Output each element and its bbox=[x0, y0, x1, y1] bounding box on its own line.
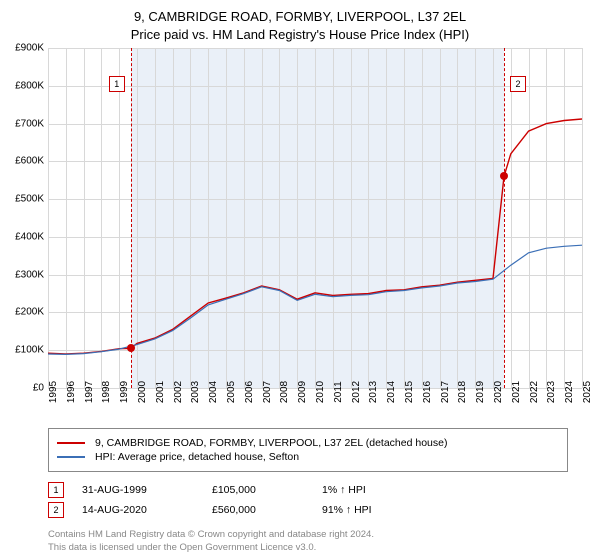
transaction-price: £105,000 bbox=[212, 484, 322, 496]
y-axis-label: £700K bbox=[15, 118, 44, 129]
series-line-hpi bbox=[48, 245, 582, 354]
transactions-table: 1 31-AUG-1999£105,0001% ↑ HPI 2 14-AUG-2020… bbox=[48, 478, 568, 522]
y-axis-label: £500K bbox=[15, 194, 44, 205]
line-series-svg bbox=[48, 48, 582, 388]
footer-line1: Contains HM Land Registry data © Crown c… bbox=[48, 529, 374, 541]
marker-box-2: 2 bbox=[510, 76, 526, 92]
y-axis-label: £300K bbox=[15, 269, 44, 280]
footer-attribution: Contains HM Land Registry data © Crown c… bbox=[48, 529, 374, 554]
title-line1: 9, CAMBRIDGE ROAD, FORMBY, LIVERPOOL, L3… bbox=[0, 8, 600, 26]
transaction-price: £560,000 bbox=[212, 504, 322, 516]
transaction-row-2: 2 14-AUG-2020£560,00091% ↑ HPI bbox=[48, 502, 568, 518]
marker-dot-1 bbox=[127, 344, 135, 352]
y-axis-label: £400K bbox=[15, 231, 44, 242]
legend-row-property: 9, CAMBRIDGE ROAD, FORMBY, LIVERPOOL, L3… bbox=[57, 437, 559, 449]
chart-plot-area: £0£100K£200K£300K£400K£500K£600K£700K£80… bbox=[48, 48, 582, 388]
y-axis-label: £0 bbox=[33, 383, 44, 394]
title-block: 9, CAMBRIDGE ROAD, FORMBY, LIVERPOOL, L3… bbox=[0, 0, 600, 48]
grid-line-v bbox=[582, 48, 583, 388]
x-axis-label: 2025 bbox=[582, 381, 593, 403]
y-axis-label: £100K bbox=[15, 345, 44, 356]
transaction-change: 91% ↑ HPI bbox=[322, 504, 372, 516]
legend-row-hpi: HPI: Average price, detached house, Seft… bbox=[57, 451, 559, 463]
legend-swatch bbox=[57, 456, 85, 458]
legend-label: 9, CAMBRIDGE ROAD, FORMBY, LIVERPOOL, L3… bbox=[95, 437, 447, 449]
footer-line2: This data is licensed under the Open Gov… bbox=[48, 542, 374, 554]
chart-container: 9, CAMBRIDGE ROAD, FORMBY, LIVERPOOL, L3… bbox=[0, 0, 600, 560]
marker-dot-2 bbox=[500, 172, 508, 180]
title-line2: Price paid vs. HM Land Registry's House … bbox=[0, 26, 600, 44]
series-line-property bbox=[48, 119, 582, 354]
legend-swatch bbox=[57, 442, 85, 444]
marker-box-1: 1 bbox=[109, 76, 125, 92]
y-axis-label: £900K bbox=[15, 43, 44, 54]
y-axis-label: £800K bbox=[15, 80, 44, 91]
legend-label: HPI: Average price, detached house, Seft… bbox=[95, 451, 299, 463]
transaction-change: 1% ↑ HPI bbox=[322, 484, 366, 496]
transaction-date: 31-AUG-1999 bbox=[82, 484, 212, 496]
transaction-row-1: 1 31-AUG-1999£105,0001% ↑ HPI bbox=[48, 482, 568, 498]
transaction-date: 14-AUG-2020 bbox=[82, 504, 212, 516]
transaction-marker: 2 bbox=[48, 502, 64, 518]
transaction-marker: 1 bbox=[48, 482, 64, 498]
y-axis-label: £200K bbox=[15, 307, 44, 318]
y-axis-label: £600K bbox=[15, 156, 44, 167]
legend-box: 9, CAMBRIDGE ROAD, FORMBY, LIVERPOOL, L3… bbox=[48, 428, 568, 472]
